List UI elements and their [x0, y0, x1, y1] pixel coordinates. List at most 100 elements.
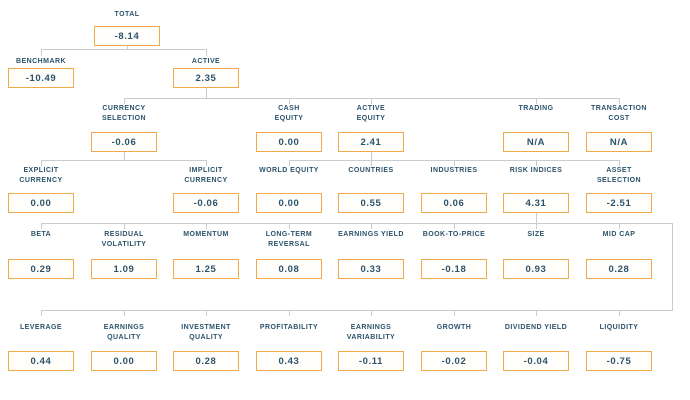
connector-line	[289, 160, 290, 166]
connector-line	[41, 160, 207, 161]
node-value-box: 0.06	[421, 193, 487, 213]
node-label: EXPLICIT CURRENCY	[19, 167, 63, 184]
node-label: INVESTMENT QUALITY	[181, 324, 231, 341]
node-value: 0.00	[113, 355, 135, 367]
node-value: 0.33	[360, 263, 382, 275]
node-value: 0.08	[278, 263, 300, 275]
node-label: TOTAL	[114, 11, 140, 18]
node-label: IMPLICIT CURRENCY	[184, 167, 228, 184]
node-value: 2.41	[360, 136, 382, 148]
node-residual-volatility: RESIDUAL VOLATILITY 1.09	[83, 230, 165, 279]
node-label: TRANSACTION COST	[591, 105, 647, 122]
node-value-box: -2.51	[586, 193, 652, 213]
node-trading: TRADING N/A	[495, 104, 577, 152]
connector-line	[289, 223, 290, 229]
node-value-box: 2.41	[338, 132, 404, 152]
node-beta: BETA 0.29	[0, 230, 82, 279]
node-label: EARNINGS QUALITY	[103, 324, 145, 341]
node-liquidity: LIQUIDITY -0.75	[578, 323, 660, 371]
connector-line	[206, 310, 207, 316]
connector-line	[124, 98, 620, 99]
connector-line	[536, 223, 537, 229]
node-value-box: 2.35	[173, 68, 239, 88]
node-label: LONG-TERM REVERSAL	[265, 231, 313, 248]
node-earnings-quality: EARNINGS QUALITY 0.00	[83, 323, 165, 371]
node-momentum: MOMENTUM 1.25	[165, 230, 247, 279]
node-value-box: 1.09	[91, 259, 157, 279]
node-industries: INDUSTRIES 0.06	[413, 166, 495, 213]
connector-line	[41, 310, 673, 311]
node-value-box: -10.49	[8, 68, 74, 88]
node-value-box: -0.06	[91, 132, 157, 152]
node-active: ACTIVE 2.35	[165, 57, 247, 88]
node-label: TRADING	[518, 105, 554, 112]
node-value: 0.55	[360, 197, 382, 209]
node-value-box: 0.28	[173, 351, 239, 371]
node-value: 0.28	[195, 355, 217, 367]
node-transaction-cost: TRANSACTION COST N/A	[578, 104, 660, 152]
node-value-box: -8.14	[94, 26, 160, 46]
node-value: -8.14	[114, 30, 140, 42]
connector-line	[289, 310, 290, 316]
connector-line	[371, 223, 372, 229]
node-value-box: N/A	[503, 132, 569, 152]
node-earnings-yield: EARNINGS YIELD 0.33	[330, 230, 412, 279]
node-label: RESIDUAL VOLATILITY	[101, 231, 147, 248]
node-value-box: -0.02	[421, 351, 487, 371]
node-value: N/A	[526, 136, 546, 148]
connector-line	[672, 223, 673, 311]
node-value: 1.09	[113, 263, 135, 275]
node-total: TOTAL -8.14	[86, 10, 168, 46]
connector-line	[41, 223, 42, 229]
connector-line	[206, 223, 207, 229]
node-value-box: 0.93	[503, 259, 569, 279]
node-label: CURRENCY SELECTION	[101, 105, 147, 122]
node-label: INDUSTRIES	[430, 167, 478, 174]
node-cash-equity: CASH EQUITY 0.00	[248, 104, 330, 152]
node-value-box: 1.25	[173, 259, 239, 279]
node-value: 0.93	[525, 263, 547, 275]
node-value: -2.51	[606, 197, 632, 209]
node-long-term-reversal: LONG-TERM REVERSAL 0.08	[248, 230, 330, 279]
connector-line	[124, 223, 125, 229]
node-investment-quality: INVESTMENT QUALITY 0.28	[165, 323, 247, 371]
node-growth: GROWTH -0.02	[413, 323, 495, 371]
node-label: LIQUIDITY	[599, 324, 639, 331]
connector-line	[536, 160, 537, 166]
node-label: COUNTRIES	[348, 167, 394, 174]
connector-line	[619, 160, 620, 166]
node-value-box: 0.44	[8, 351, 74, 371]
node-value: 0.44	[30, 355, 52, 367]
node-value: 2.35	[195, 72, 217, 84]
connector-line	[619, 223, 620, 229]
node-value: 0.29	[30, 263, 52, 275]
node-value-box: 0.28	[586, 259, 652, 279]
node-profitability: PROFITABILITY 0.43	[248, 323, 330, 371]
node-size: SIZE 0.93	[495, 230, 577, 279]
node-implicit-currency: IMPLICIT CURRENCY -0.06	[165, 166, 247, 213]
node-label: BENCHMARK	[16, 58, 66, 65]
node-value-box: -0.06	[173, 193, 239, 213]
node-value-box: 0.00	[91, 351, 157, 371]
connector-line	[41, 49, 42, 56]
connector-line	[124, 98, 125, 104]
node-asset-selection: ASSET SELECTION -2.51	[578, 166, 660, 213]
node-label: ACTIVE	[191, 58, 221, 65]
node-label: RISK INDICES	[509, 167, 563, 174]
connector-line	[371, 160, 372, 166]
connector-line	[454, 223, 455, 229]
node-value: 0.28	[608, 263, 630, 275]
node-value: -0.02	[441, 355, 467, 367]
node-active-equity: ACTIVE EQUITY 2.41	[330, 104, 412, 152]
node-explicit-currency: EXPLICIT CURRENCY 0.00	[0, 166, 82, 213]
node-benchmark: BENCHMARK -10.49	[0, 57, 82, 88]
connector-line	[454, 310, 455, 316]
connector-line	[41, 49, 207, 50]
node-leverage: LEVERAGE 0.44	[0, 323, 82, 371]
node-value-box: 0.00	[256, 193, 322, 213]
node-risk-indices: RISK INDICES 4.31	[495, 166, 577, 213]
node-value-box: 0.08	[256, 259, 322, 279]
node-value: 0.00	[30, 197, 52, 209]
node-label: GROWTH	[436, 324, 472, 331]
node-countries: COUNTRIES 0.55	[330, 166, 412, 213]
